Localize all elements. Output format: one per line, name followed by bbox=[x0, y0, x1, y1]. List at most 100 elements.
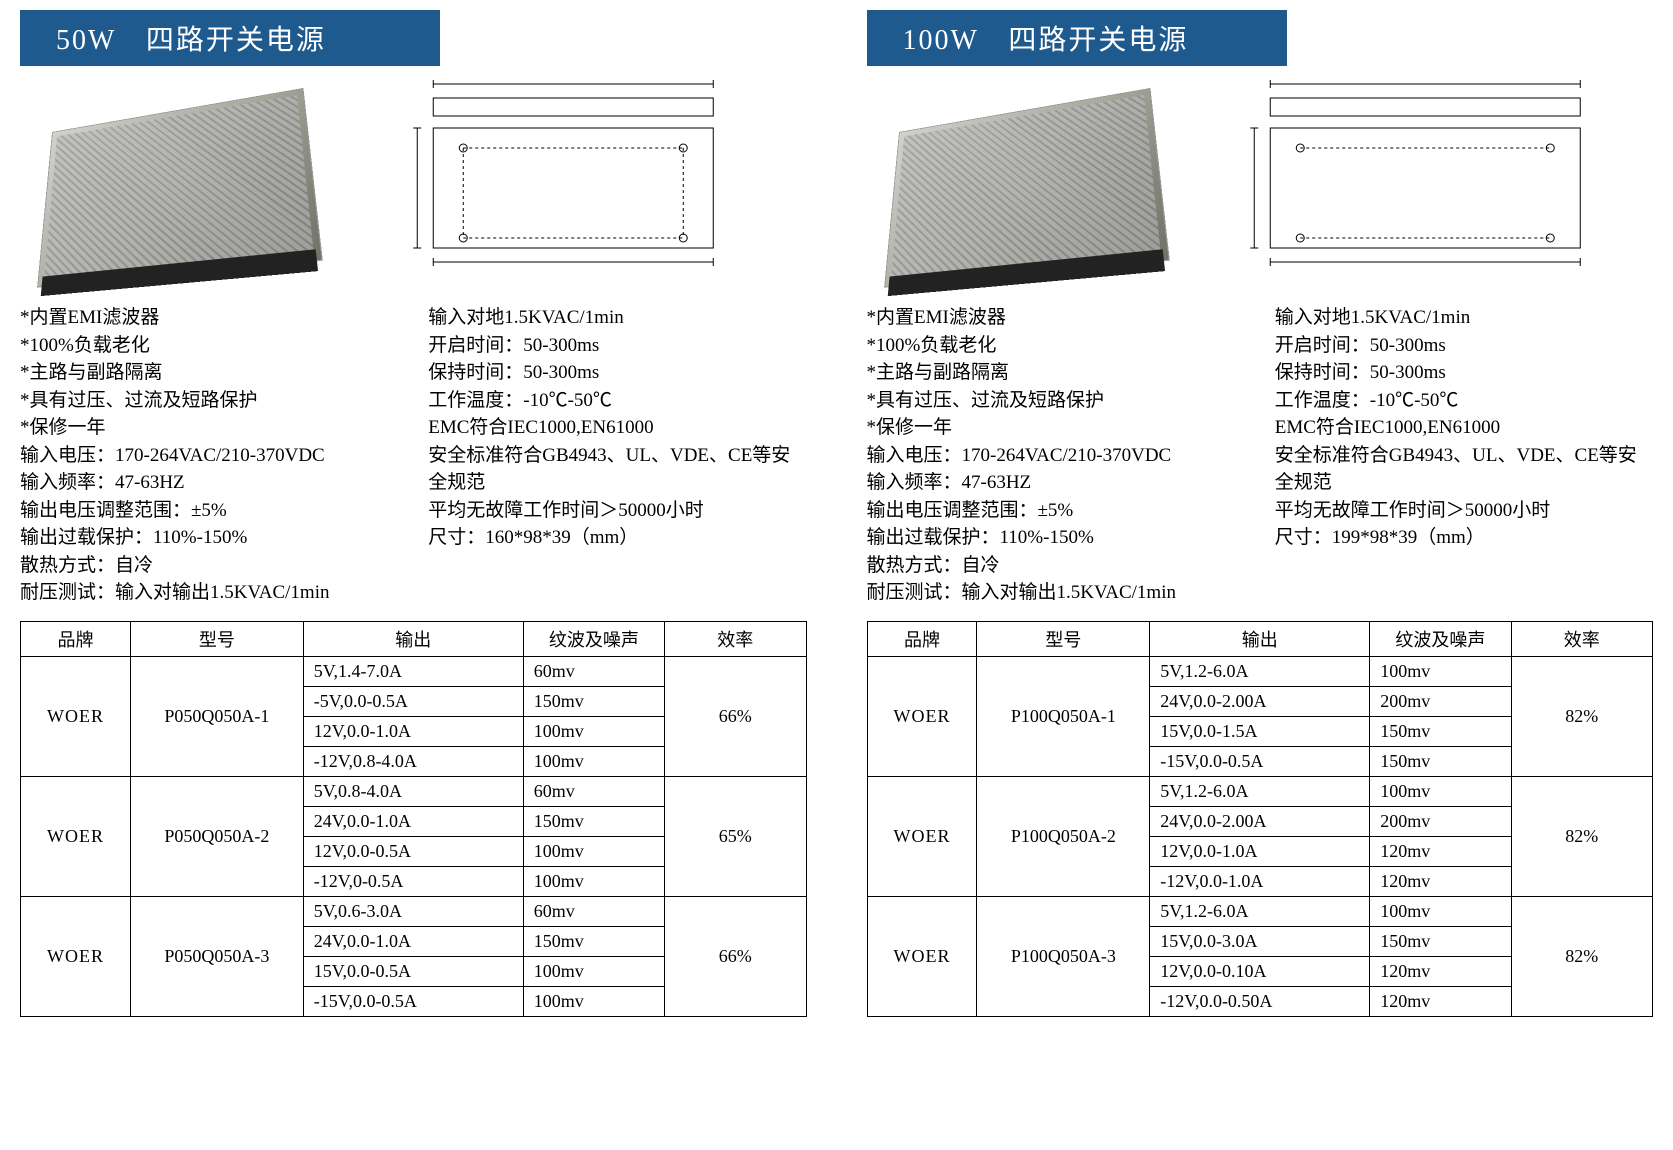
spec-100w-left-line: *保修一年 bbox=[867, 414, 1245, 442]
table-50w-efficiency-cell: 66% bbox=[665, 897, 806, 1017]
spec-50w-right-line: 输入对地1.5KVAC/1min bbox=[428, 304, 806, 332]
spec-50w-right-line: 尺寸：160*98*39（mm） bbox=[428, 524, 806, 552]
spec-50w-left-line: *内置EMI滤波器 bbox=[20, 304, 398, 332]
spec-50w-left-line: *保修一年 bbox=[20, 414, 398, 442]
table-100w-brand-cell: WOER bbox=[867, 897, 977, 1017]
table-50w-row: WOERP050Q050A-25V,0.8-4.0A60mv65% bbox=[21, 777, 807, 807]
table-50w-ripple-cell: 100mv bbox=[523, 837, 664, 867]
table-50w-header-cell: 纹波及噪声 bbox=[523, 622, 664, 657]
table-100w-ripple-cell: 200mv bbox=[1370, 687, 1511, 717]
table-50w-model-cell: P050Q050A-2 bbox=[130, 777, 303, 897]
spec-50w-left-line: *100%负载老化 bbox=[20, 332, 398, 360]
product-photo-100w bbox=[884, 88, 1170, 288]
spec-100w-right-line: 输入对地1.5KVAC/1min bbox=[1275, 304, 1653, 332]
table-100w-efficiency-cell: 82% bbox=[1511, 897, 1652, 1017]
table-50w-ripple-cell: 150mv bbox=[523, 927, 664, 957]
table-100w-output-cell: 15V,0.0-1.5A bbox=[1150, 717, 1370, 747]
table-50w-output-cell: 24V,0.0-1.0A bbox=[303, 927, 523, 957]
title-100w: 100W 四路开关电源 bbox=[867, 10, 1287, 66]
spec-100w-right-line: 尺寸：199*98*39（mm） bbox=[1275, 524, 1653, 552]
table-100w-ripple-cell: 200mv bbox=[1370, 807, 1511, 837]
table-50w-ripple-cell: 100mv bbox=[523, 717, 664, 747]
spec-row-100w: *内置EMI滤波器*100%负载老化*主路与副路隔离*具有过压、过流及短路保护*… bbox=[867, 304, 1654, 607]
spec-100w-right-line: 平均无故障工作时间＞50000小时 bbox=[1275, 497, 1653, 525]
spec-100w-left-line: *内置EMI滤波器 bbox=[867, 304, 1245, 332]
table-50w-header-cell: 品牌 bbox=[21, 622, 131, 657]
table-50w-ripple-cell: 100mv bbox=[523, 987, 664, 1017]
table-100w-output-cell: 24V,0.0-2.00A bbox=[1150, 687, 1370, 717]
spec-100w-left-line: 输入电压：170-264VAC/210-370VDC bbox=[867, 442, 1245, 470]
spec-100w-right-line: EMC符合IEC1000,EN61000 bbox=[1275, 414, 1653, 442]
panel-50w: 50W 四路开关电源 bbox=[20, 10, 807, 1017]
spec-50w-left-line: 散热方式：自冷 bbox=[20, 552, 398, 580]
spec-100w-left-line: 耐压测试：输入对输出1.5KVAC/1min bbox=[867, 579, 1245, 607]
spec-50w-right-line: EMC符合IEC1000,EN61000 bbox=[428, 414, 806, 442]
table-50w-row: WOERP050Q050A-15V,1.4-7.0A60mv66% bbox=[21, 657, 807, 687]
table-50w-ripple-cell: 150mv bbox=[523, 687, 664, 717]
table-50w-output-cell: 5V,0.6-3.0A bbox=[303, 897, 523, 927]
dimension-drawing-50w bbox=[340, 78, 807, 268]
page: 50W 四路开关电源 bbox=[20, 10, 1653, 1017]
spec-table-50w: 品牌型号输出纹波及噪声效率WOERP050Q050A-15V,1.4-7.0A6… bbox=[20, 621, 807, 1017]
table-100w-ripple-cell: 150mv bbox=[1370, 717, 1511, 747]
table-50w-output-cell: 5V,0.8-4.0A bbox=[303, 777, 523, 807]
table-100w-ripple-cell: 120mv bbox=[1370, 957, 1511, 987]
spec-50w-left-line: 输出电压调整范围：±5% bbox=[20, 497, 398, 525]
table-100w-row: WOERP100Q050A-15V,1.2-6.0A100mv82% bbox=[867, 657, 1653, 687]
table-100w-ripple-cell: 120mv bbox=[1370, 867, 1511, 897]
spec-100w-right-line: 工作温度：-10℃-50℃ bbox=[1275, 387, 1653, 415]
spec-col-left-50w: *内置EMI滤波器*100%负载老化*主路与副路隔离*具有过压、过流及短路保护*… bbox=[20, 304, 398, 607]
table-50w-brand-cell: WOER bbox=[21, 897, 131, 1017]
table-50w-output-cell: 24V,0.0-1.0A bbox=[303, 807, 523, 837]
spec-50w-left-line: 耐压测试：输入对输出1.5KVAC/1min bbox=[20, 579, 398, 607]
spec-50w-right-line: 平均无故障工作时间＞50000小时 bbox=[428, 497, 806, 525]
spec-col-right-100w: 输入对地1.5KVAC/1min开启时间：50-300ms保持时间：50-300… bbox=[1275, 304, 1653, 607]
table-100w-efficiency-cell: 82% bbox=[1511, 777, 1652, 897]
spec-100w-left-line: 散热方式：自冷 bbox=[867, 552, 1245, 580]
table-100w-efficiency-cell: 82% bbox=[1511, 657, 1652, 777]
table-50w-output-cell: 12V,0.0-1.0A bbox=[303, 717, 523, 747]
table-50w-output-cell: 5V,1.4-7.0A bbox=[303, 657, 523, 687]
table-50w-output-cell: -5V,0.0-0.5A bbox=[303, 687, 523, 717]
spec-100w-right-line: 保持时间：50-300ms bbox=[1275, 359, 1653, 387]
table-50w-brand-cell: WOER bbox=[21, 657, 131, 777]
table-100w-model-cell: P100Q050A-2 bbox=[977, 777, 1150, 897]
spec-50w-right-line: 保持时间：50-300ms bbox=[428, 359, 806, 387]
table-100w-output-cell: 15V,0.0-3.0A bbox=[1150, 927, 1370, 957]
table-100w-output-cell: -12V,0.0-0.50A bbox=[1150, 987, 1370, 1017]
table-50w-ripple-cell: 60mv bbox=[523, 777, 664, 807]
spec-100w-left-line: *主路与副路隔离 bbox=[867, 359, 1245, 387]
table-100w-ripple-cell: 150mv bbox=[1370, 747, 1511, 777]
table-100w-output-cell: 5V,1.2-6.0A bbox=[1150, 897, 1370, 927]
spec-100w-left-line: *具有过压、过流及短路保护 bbox=[867, 387, 1245, 415]
table-50w-header-cell: 效率 bbox=[665, 622, 806, 657]
spec-table-100w: 品牌型号输出纹波及噪声效率WOERP100Q050A-15V,1.2-6.0A1… bbox=[867, 621, 1654, 1017]
table-100w-row: WOERP100Q050A-25V,1.2-6.0A100mv82% bbox=[867, 777, 1653, 807]
table-100w-output-cell: -15V,0.0-0.5A bbox=[1150, 747, 1370, 777]
table-50w-output-cell: 12V,0.0-0.5A bbox=[303, 837, 523, 867]
table-100w-output-cell: -12V,0.0-1.0A bbox=[1150, 867, 1370, 897]
panel-100w: 100W 四路开关电源 bbox=[867, 10, 1654, 1017]
title-50w: 50W 四路开关电源 bbox=[20, 10, 440, 66]
table-50w-header-row: 品牌型号输出纹波及噪声效率 bbox=[21, 622, 807, 657]
spec-50w-right-line: 工作温度：-10℃-50℃ bbox=[428, 387, 806, 415]
table-50w-brand-cell: WOER bbox=[21, 777, 131, 897]
table-50w-ripple-cell: 100mv bbox=[523, 867, 664, 897]
table-100w-output-cell: 12V,0.0-1.0A bbox=[1150, 837, 1370, 867]
spec-50w-right-line: 安全标准符合GB4943、UL、VDE、CE等安全规范 bbox=[428, 442, 806, 497]
table-100w-brand-cell: WOER bbox=[867, 777, 977, 897]
spec-100w-left-line: 输出电压调整范围：±5% bbox=[867, 497, 1245, 525]
product-photo-50w bbox=[37, 88, 323, 288]
table-50w-output-cell: -12V,0.8-4.0A bbox=[303, 747, 523, 777]
table-100w-output-cell: 24V,0.0-2.00A bbox=[1150, 807, 1370, 837]
table-50w-ripple-cell: 60mv bbox=[523, 657, 664, 687]
table-50w-efficiency-cell: 66% bbox=[665, 657, 806, 777]
table-50w-efficiency-cell: 65% bbox=[665, 777, 806, 897]
dimension-drawing-100w bbox=[1187, 78, 1654, 268]
spec-100w-right-line: 开启时间：50-300ms bbox=[1275, 332, 1653, 360]
table-50w-model-cell: P050Q050A-1 bbox=[130, 657, 303, 777]
table-50w-row: WOERP050Q050A-35V,0.6-3.0A60mv66% bbox=[21, 897, 807, 927]
table-50w-header-cell: 型号 bbox=[130, 622, 303, 657]
table-50w-ripple-cell: 60mv bbox=[523, 897, 664, 927]
table-50w-ripple-cell: 150mv bbox=[523, 807, 664, 837]
